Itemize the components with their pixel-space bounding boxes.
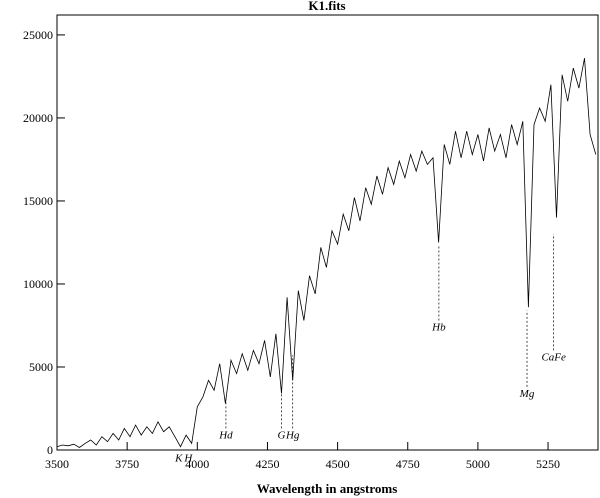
annotation-label: Hd xyxy=(218,429,233,441)
x-tick-label: 3750 xyxy=(115,457,139,471)
annotation-label: G xyxy=(278,429,286,441)
chart-title: K1.fits xyxy=(308,0,345,13)
x-tick-label: 5000 xyxy=(466,457,490,471)
x-tick-label: 4000 xyxy=(185,457,209,471)
x-tick-label: 4750 xyxy=(396,457,420,471)
y-tick-label: 20000 xyxy=(23,111,53,125)
y-tick-label: 0 xyxy=(47,443,53,457)
annotation-label: Hg xyxy=(285,429,300,441)
spectrum-line xyxy=(56,58,597,448)
y-tick-label: 10000 xyxy=(23,277,53,291)
annotation-label: H xyxy=(183,453,193,465)
annotation-label: Mg xyxy=(519,388,535,400)
annotation-label: Hb xyxy=(431,321,446,333)
y-tick-label: 15000 xyxy=(23,194,53,208)
x-axis-label: Wavelength in angstroms xyxy=(257,481,398,496)
annotation-label: CaFe xyxy=(541,351,566,363)
y-tick-label: 25000 xyxy=(23,28,53,42)
annotation-label: K xyxy=(174,453,183,465)
plot-frame xyxy=(56,14,599,451)
x-tick-label: 4500 xyxy=(326,457,350,471)
x-tick-label: 3500 xyxy=(45,457,69,471)
x-tick-label: 4250 xyxy=(255,457,279,471)
x-tick-label: 5250 xyxy=(536,457,560,471)
y-tick-label: 5000 xyxy=(29,360,53,374)
